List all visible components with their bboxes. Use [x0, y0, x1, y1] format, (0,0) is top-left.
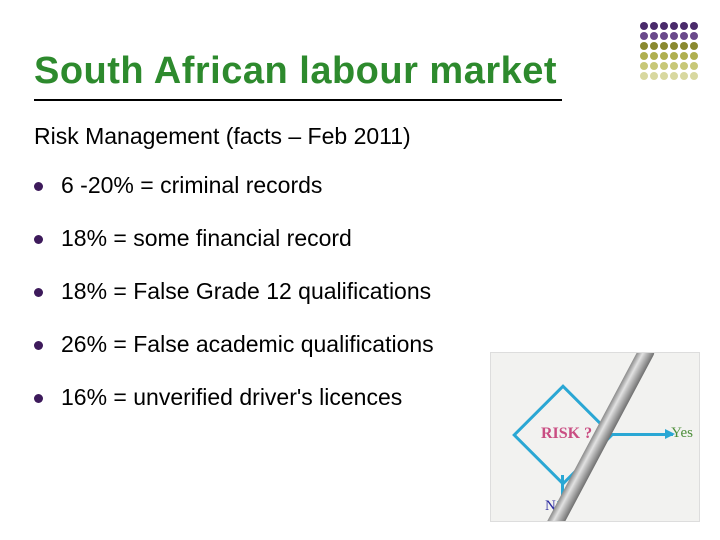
deco-dot-icon: [670, 22, 678, 30]
deco-dot-icon: [690, 52, 698, 60]
deco-dot-icon: [660, 62, 668, 70]
deco-dot-icon: [670, 52, 678, 60]
deco-dot-icon: [660, 32, 668, 40]
risk-flowchart-image: RISK ? Yes No: [490, 352, 700, 522]
list-item: 18% = False Grade 12 qualifications: [34, 278, 686, 305]
deco-dot-icon: [680, 72, 688, 80]
deco-dot-icon: [650, 42, 658, 50]
list-item: 6 -20% = criminal records: [34, 172, 686, 199]
slide-title: South African labour market: [34, 50, 686, 93]
list-item: 18% = some financial record: [34, 225, 686, 252]
deco-dot-icon: [660, 72, 668, 80]
deco-dot-icon: [680, 62, 688, 70]
deco-dot-icon: [640, 72, 648, 80]
deco-dot-icon: [680, 32, 688, 40]
deco-dot-icon: [690, 42, 698, 50]
deco-dot-icon: [640, 32, 648, 40]
deco-dot-icon: [650, 22, 658, 30]
bullet-icon: [34, 394, 43, 403]
slide-subtitle: Risk Management (facts – Feb 2011): [34, 123, 686, 150]
yes-label: Yes: [671, 425, 693, 442]
title-underline: [34, 99, 562, 101]
deco-dot-icon: [670, 42, 678, 50]
deco-dot-icon: [680, 52, 688, 60]
bullet-text: 18% = some financial record: [61, 225, 352, 252]
deco-dot-icon: [690, 72, 698, 80]
bullet-text: 6 -20% = criminal records: [61, 172, 322, 199]
bullet-icon: [34, 341, 43, 350]
deco-dot-icon: [640, 62, 648, 70]
bullet-text: 16% = unverified driver's licences: [61, 384, 402, 411]
deco-dot-icon: [680, 42, 688, 50]
deco-dot-icon: [670, 62, 678, 70]
deco-dot-icon: [660, 52, 668, 60]
deco-dot-icon: [640, 22, 648, 30]
arrow-right-icon: [603, 433, 673, 436]
slide: South African labour market Risk Managem…: [0, 0, 720, 540]
corner-dot-decoration: [640, 22, 698, 80]
bullet-icon: [34, 182, 43, 191]
deco-dot-icon: [650, 52, 658, 60]
deco-dot-icon: [650, 72, 658, 80]
deco-dot-icon: [670, 32, 678, 40]
deco-dot-icon: [690, 32, 698, 40]
deco-dot-icon: [650, 32, 658, 40]
risk-label: RISK ?: [541, 425, 592, 443]
deco-dot-icon: [640, 42, 648, 50]
deco-dot-icon: [650, 62, 658, 70]
bullet-icon: [34, 235, 43, 244]
bullet-text: 26% = False academic qualifications: [61, 331, 434, 358]
bullet-text: 18% = False Grade 12 qualifications: [61, 278, 431, 305]
deco-dot-icon: [660, 42, 668, 50]
bullet-icon: [34, 288, 43, 297]
deco-dot-icon: [640, 52, 648, 60]
deco-dot-icon: [660, 22, 668, 30]
deco-dot-icon: [690, 22, 698, 30]
deco-dot-icon: [680, 22, 688, 30]
deco-dot-icon: [690, 62, 698, 70]
deco-dot-icon: [670, 72, 678, 80]
